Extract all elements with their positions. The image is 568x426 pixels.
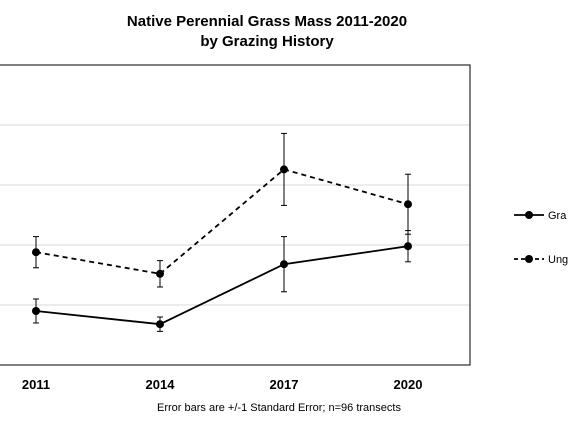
data-point-1-3 — [404, 200, 412, 209]
chart-title-line-2: by Grazing History — [200, 33, 334, 50]
plot-frame — [0, 64, 471, 366]
legend: Gra Ung — [514, 210, 568, 266]
series-lines — [35, 168, 409, 326]
legend-marker-1 — [525, 255, 533, 263]
x-tick-label-2011: 2011 — [22, 377, 50, 392]
series-line-0 — [35, 245, 409, 326]
data-point-1-1 — [156, 269, 164, 278]
legend-label-1: Ung — [548, 254, 568, 266]
data-point-0-3 — [404, 242, 412, 251]
chart-title-line-1: Native Perennial Grass Mass 2011-2020 — [127, 13, 407, 30]
error-bars — [33, 132, 411, 332]
x-tick-labels: 2011 2014 2017 2020 — [22, 377, 423, 392]
data-point-0-2 — [280, 260, 288, 269]
data-point-0-0 — [32, 307, 40, 315]
series-line-1 — [35, 168, 409, 275]
x-tick-label-2017: 2017 — [270, 377, 299, 392]
data-point-0-1 — [156, 320, 164, 329]
data-point-1-2 — [280, 165, 288, 174]
legend-label-0: Gra — [548, 210, 567, 222]
legend-marker-0 — [525, 211, 533, 219]
x-tick-label-2014: 2014 — [146, 377, 176, 392]
series-points — [32, 165, 412, 329]
gridlines — [0, 124, 470, 306]
data-point-1-0 — [32, 248, 40, 257]
x-tick-label-2020: 2020 — [394, 377, 423, 392]
chart-caption: Error bars are +/-1 Standard Error; n=96… — [157, 402, 401, 414]
